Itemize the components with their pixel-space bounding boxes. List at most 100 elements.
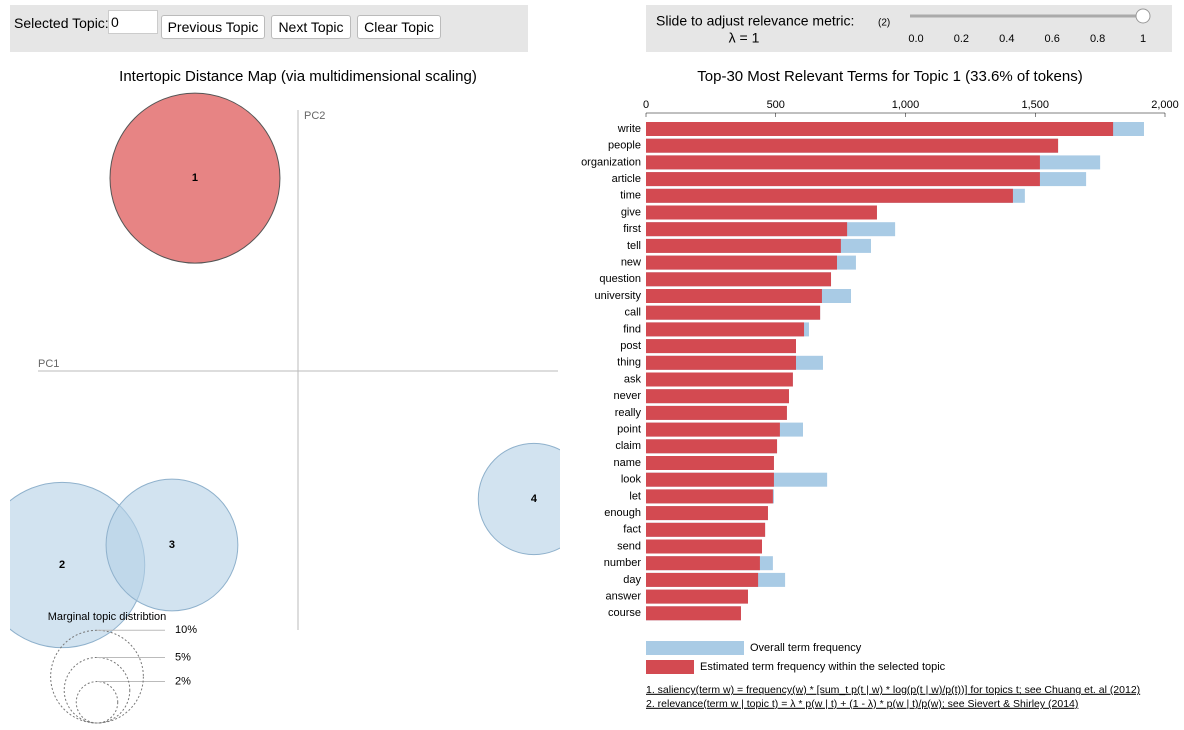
term-bar	[646, 522, 766, 537]
term-bar	[646, 422, 780, 437]
term-label: organization	[581, 156, 641, 168]
x-tick-label: 0	[643, 99, 649, 111]
term-bar	[646, 205, 877, 220]
term-bar	[646, 506, 768, 521]
term-bar	[646, 472, 774, 487]
term-label: enough	[604, 507, 641, 519]
next-topic-button[interactable]: Next Topic	[271, 15, 351, 39]
term-bar	[646, 222, 848, 237]
term-label: claim	[615, 440, 641, 452]
term-label: first	[623, 223, 641, 235]
legend-label: Estimated term frequency within the sele…	[700, 661, 946, 673]
topic-input[interactable]: 0	[108, 10, 158, 34]
term-bar	[646, 572, 759, 587]
legend-circle	[75, 681, 119, 724]
legend-label: 5%	[175, 651, 191, 663]
term-bar	[646, 188, 1013, 203]
x-tick-label: 1,500	[1021, 99, 1049, 111]
term-bar	[646, 405, 787, 420]
slider-knob[interactable]	[1135, 8, 1151, 24]
legend-swatch	[646, 660, 694, 674]
legend-label: 2%	[175, 675, 191, 687]
term-bar	[646, 589, 748, 604]
legend-label: 10%	[175, 624, 197, 636]
topic-bubble[interactable]	[477, 442, 589, 556]
topic-label: 2	[59, 559, 65, 571]
term-bar	[646, 172, 1040, 187]
term-bar	[646, 372, 793, 387]
x-tick-label: 1,000	[892, 99, 920, 111]
bubbles: 1 2 3 4	[10, 92, 589, 649]
previous-topic-button[interactable]: Previous Topic	[161, 15, 265, 39]
pc2-label: PC2	[304, 110, 325, 122]
term-label: article	[612, 173, 641, 185]
term-label: fact	[623, 524, 641, 536]
term-bar	[646, 155, 1040, 170]
term-bar	[646, 138, 1059, 153]
topic-label: Selected Topic:	[14, 15, 109, 31]
topic-label: 3	[169, 539, 175, 551]
term-label: time	[620, 190, 641, 202]
term-label: day	[623, 574, 641, 586]
term-bar	[646, 255, 837, 270]
term-bar	[646, 238, 841, 253]
term-bar	[646, 322, 805, 337]
topic-label: 1	[192, 172, 198, 184]
term-bar	[646, 305, 821, 320]
term-label: tell	[627, 240, 641, 252]
term-bar	[646, 556, 760, 571]
slider-tick-label: 0.8	[1090, 33, 1105, 45]
term-label: name	[613, 457, 641, 469]
term-bar	[646, 456, 774, 470]
topic-bubble[interactable]	[109, 92, 281, 264]
lambda-value: λ = 1	[729, 30, 760, 46]
footnote[interactable]: 1. saliency(term w) = frequency(w) * [su…	[646, 684, 1140, 696]
term-label: find	[623, 323, 641, 335]
legend-label: Overall term frequency	[750, 642, 862, 654]
topic-controls: Selected Topic: 0 Previous Topic Next To…	[10, 5, 528, 52]
term-bar	[646, 606, 741, 621]
term-bar	[646, 272, 832, 287]
topic-label: 4	[531, 493, 538, 505]
term-bar	[646, 289, 822, 303]
term-label: give	[621, 206, 641, 218]
term-label: thing	[617, 357, 641, 369]
bar-title: Top-30 Most Relevant Terms for Topic 1 (…	[697, 68, 1082, 85]
term-label: call	[624, 307, 641, 319]
slider-tick-label: 0.2	[954, 33, 969, 45]
term-label: post	[620, 340, 641, 352]
slider-tick-label: 1	[1140, 33, 1146, 45]
clear-topic-button[interactable]: Clear Topic	[357, 15, 441, 39]
slider-tick-label: 0.0	[908, 33, 923, 45]
term-label: send	[617, 540, 641, 552]
term-label: course	[608, 607, 641, 619]
term-bar	[646, 389, 789, 404]
slider-controls	[646, 5, 1172, 52]
legend-circle	[63, 656, 131, 724]
slider-label: Slide to adjust relevance metric:	[656, 13, 854, 29]
term-bar	[646, 355, 796, 370]
term-label: never	[613, 390, 641, 402]
term-label: new	[621, 257, 641, 269]
term-bar	[646, 489, 773, 504]
legend-circle	[50, 629, 144, 724]
slider-tick-label: 0.6	[1045, 33, 1060, 45]
term-label: people	[608, 140, 641, 152]
slider-note: (2)	[878, 18, 890, 29]
map-title: Intertopic Distance Map (via multidimens…	[119, 68, 477, 85]
topic-bubble[interactable]	[105, 478, 239, 612]
term-label: really	[615, 407, 642, 419]
x-tick-label: 500	[767, 99, 785, 111]
term-label: number	[604, 557, 642, 569]
term-label: let	[629, 490, 641, 502]
legend-title: Marginal topic distribtion	[48, 611, 167, 623]
term-bar	[646, 539, 762, 554]
term-label: write	[617, 123, 641, 135]
footnote[interactable]: 2. relevance(term w | topic t) = λ * p(w…	[646, 698, 1078, 710]
x-tick-label: 2,000	[1151, 99, 1179, 111]
term-bar	[646, 439, 778, 454]
term-label: answer	[606, 591, 642, 603]
term-label: point	[617, 424, 641, 436]
